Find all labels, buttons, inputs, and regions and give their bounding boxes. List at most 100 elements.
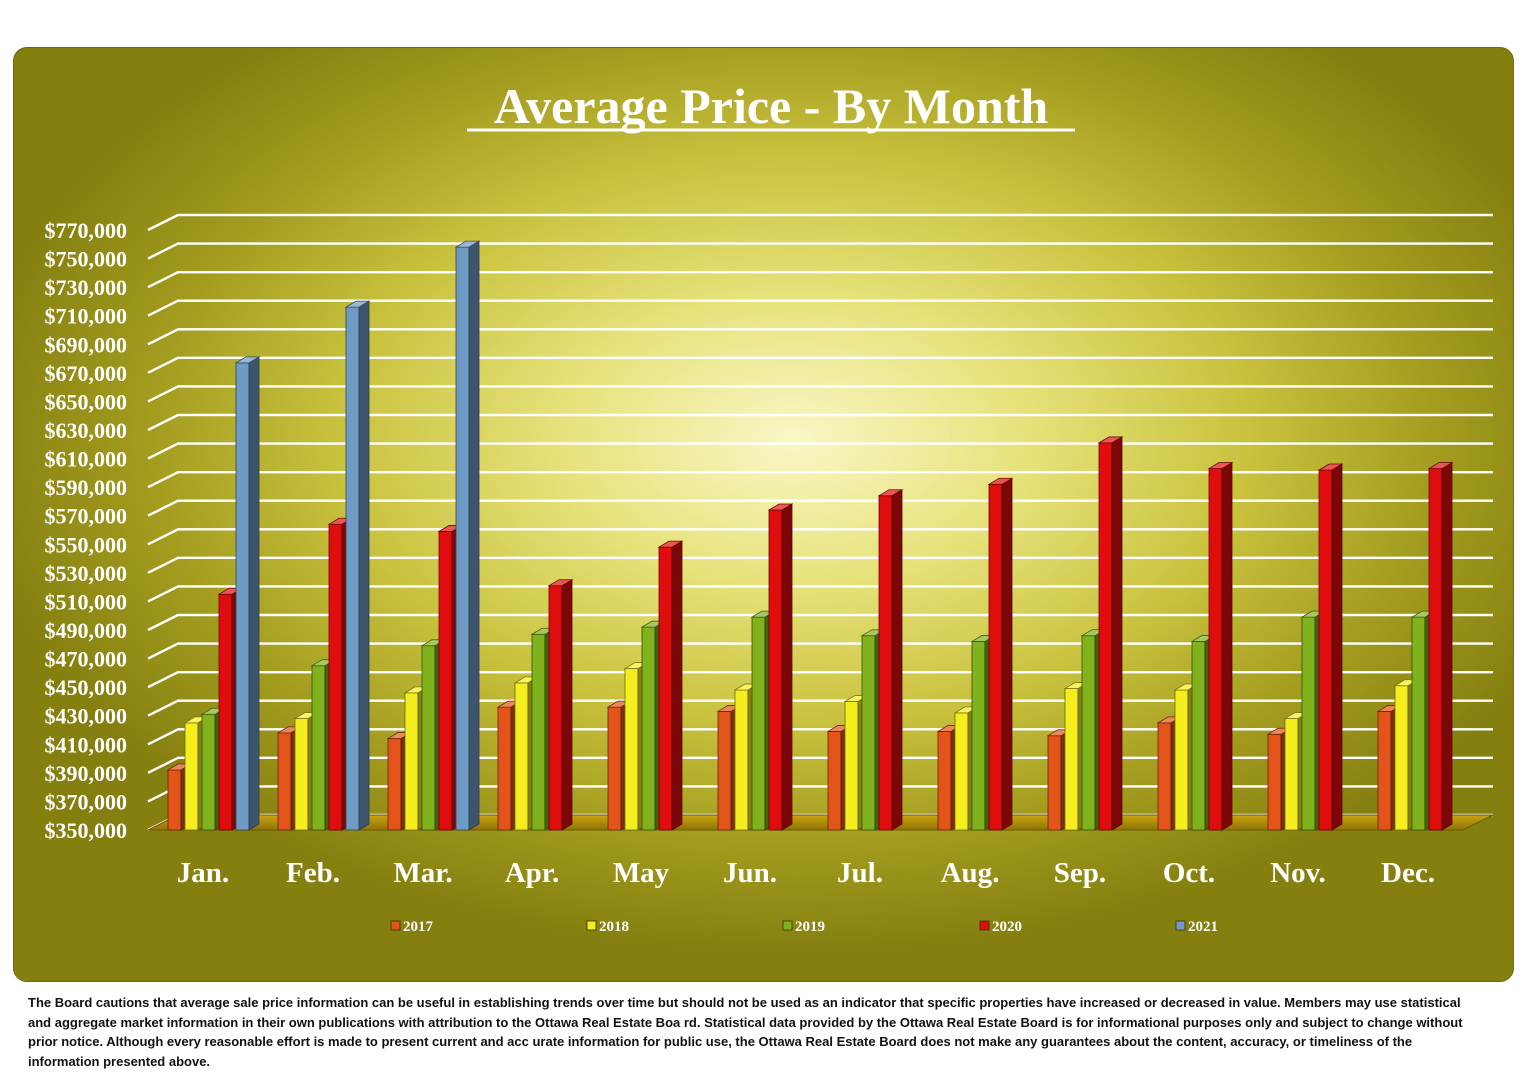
bar-top — [1317, 463, 1344, 471]
x-tick-label: Aug. — [941, 857, 1000, 889]
bar-2020-11 — [1427, 461, 1454, 831]
bar-front — [184, 722, 199, 831]
legend-item-2019: 2019 — [782, 919, 825, 935]
bar-front — [827, 731, 842, 831]
bar-front — [218, 593, 233, 831]
bar-front — [387, 738, 402, 831]
gridline — [147, 642, 1493, 660]
x-tick-label: Jul. — [837, 857, 883, 889]
y-tick-label: $510,000 — [45, 589, 128, 614]
bar-front — [294, 718, 309, 831]
bar-front — [421, 645, 436, 831]
bar-front — [235, 362, 250, 831]
bar-front — [1174, 689, 1189, 831]
bar-front — [844, 701, 859, 831]
y-tick-label: $530,000 — [45, 561, 128, 586]
bar-side — [358, 300, 370, 831]
bar-front — [878, 495, 893, 831]
bar-front — [658, 546, 673, 831]
gridline — [147, 328, 1493, 346]
bar-top — [234, 356, 261, 364]
x-tick-label: Apr. — [505, 857, 560, 889]
bar-front — [1267, 733, 1282, 831]
bar-front — [988, 483, 1003, 831]
bar-front — [861, 635, 876, 831]
legend-label: 2021 — [1188, 919, 1218, 935]
y-axis-ticks: $350,000 $370,000 $390,000 $410,000 $430,000… — [45, 218, 128, 843]
bar-2020-9 — [1207, 461, 1234, 831]
bar-front — [1157, 722, 1172, 831]
x-tick-label: Mar. — [393, 857, 452, 889]
bar-front — [548, 585, 563, 831]
gridlines — [147, 213, 1493, 832]
bar-front — [1064, 688, 1079, 831]
bar-front — [167, 769, 182, 831]
bar-2020-6 — [877, 489, 904, 831]
x-tick-label: Jun. — [723, 857, 777, 889]
bar-2021-2 — [454, 240, 481, 831]
bar-top — [877, 489, 904, 497]
bar-front — [607, 706, 622, 831]
gridline — [147, 556, 1493, 574]
legend-item-2017: 2017 — [390, 919, 434, 935]
bar-2021-1 — [344, 300, 371, 831]
x-axis-ticks: Jan. Feb. Mar. Apr. May Jun. Jul. Aug. Sep. Oct. N… — [177, 857, 1435, 889]
bar-front — [1208, 468, 1223, 831]
disclaimer-footnote: The Board cautions that average sale pri… — [28, 995, 1463, 1069]
legend-label: 2019 — [795, 919, 825, 935]
gridline — [147, 499, 1493, 517]
legend-swatch — [586, 920, 597, 931]
y-tick-label: $570,000 — [45, 504, 128, 529]
y-tick-label: $690,000 — [45, 332, 128, 357]
y-tick-label: $370,000 — [45, 789, 128, 814]
gridline — [147, 413, 1493, 432]
legend-item-2021: 2021 — [1175, 919, 1218, 935]
y-tick-label: $350,000 — [45, 818, 128, 843]
bar-2020-7 — [987, 477, 1014, 831]
bar-side — [1001, 477, 1013, 831]
legend-label: 2020 — [992, 919, 1022, 935]
bar-side — [671, 540, 683, 831]
bar-front — [751, 616, 766, 831]
bar-front — [717, 711, 732, 831]
gridline — [147, 528, 1493, 546]
bar-front — [937, 731, 952, 831]
y-tick-label: $590,000 — [45, 475, 128, 500]
bar-front — [1301, 616, 1316, 831]
bar-side — [1221, 461, 1233, 831]
bar-front — [1411, 616, 1426, 831]
x-tick-label: Nov. — [1270, 857, 1326, 889]
bar-front — [455, 246, 470, 831]
y-tick-label: $610,000 — [45, 447, 128, 472]
bar-front — [514, 682, 529, 831]
gridline — [147, 613, 1493, 632]
y-tick-label: $730,000 — [45, 275, 128, 300]
y-tick-label: $470,000 — [45, 647, 128, 672]
y-tick-label: $450,000 — [45, 675, 128, 700]
bar-front — [328, 523, 343, 831]
gridline — [147, 442, 1493, 460]
bar-top — [987, 477, 1014, 485]
gridline — [147, 213, 1493, 232]
bar-front — [641, 626, 656, 831]
gridline — [147, 242, 1493, 260]
bar-side — [1111, 436, 1123, 831]
gridline — [147, 356, 1493, 374]
gridline — [147, 270, 1493, 289]
bar-top — [1427, 462, 1454, 469]
bar-front — [438, 531, 453, 831]
bar-side — [468, 240, 480, 831]
x-tick-label: Dec. — [1381, 857, 1435, 889]
bar-top — [657, 540, 684, 548]
x-tick-label: May — [613, 857, 670, 889]
bar-side — [781, 503, 793, 831]
bar-front — [734, 689, 749, 831]
bar-front — [1284, 718, 1299, 831]
y-tick-label: $770,000 — [45, 218, 128, 243]
x-tick-label: Feb. — [286, 857, 340, 889]
legend-swatch — [979, 920, 990, 931]
bar-side — [1331, 463, 1343, 831]
gridline — [147, 585, 1493, 603]
bar-side — [891, 489, 903, 831]
